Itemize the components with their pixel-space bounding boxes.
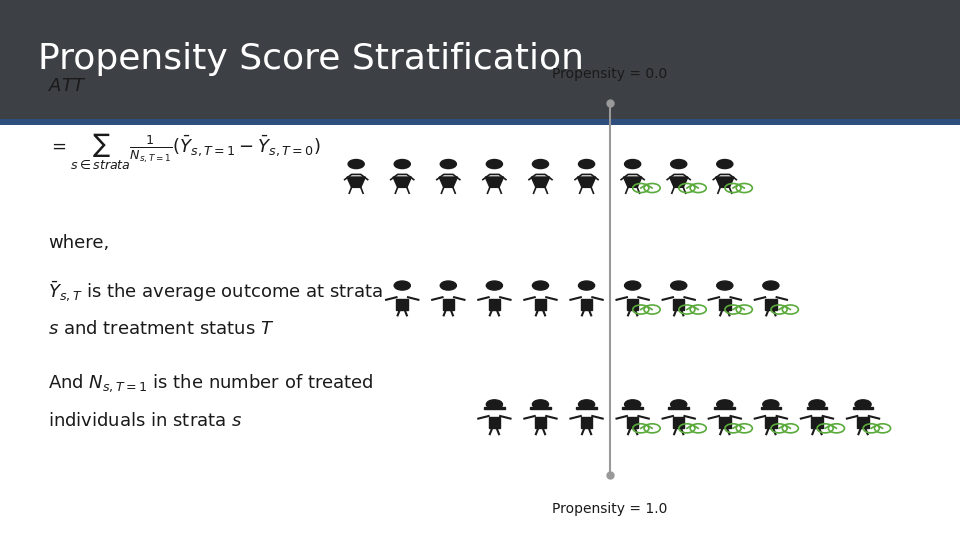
- Polygon shape: [577, 177, 596, 187]
- Bar: [714, 407, 735, 409]
- Bar: [810, 403, 824, 407]
- Bar: [719, 417, 731, 428]
- Polygon shape: [439, 177, 458, 187]
- Circle shape: [717, 281, 732, 290]
- Bar: [489, 299, 500, 309]
- Circle shape: [395, 159, 410, 168]
- Text: $\bar{Y}_{s,T}$ is the average outcome at strata: $\bar{Y}_{s,T}$ is the average outcome a…: [48, 280, 383, 303]
- Polygon shape: [715, 177, 734, 187]
- Bar: [534, 403, 547, 407]
- Bar: [765, 299, 777, 309]
- Circle shape: [625, 281, 640, 290]
- Polygon shape: [347, 177, 366, 187]
- Bar: [673, 417, 684, 428]
- Circle shape: [533, 159, 548, 168]
- Bar: [856, 403, 870, 407]
- Polygon shape: [485, 177, 504, 187]
- Bar: [396, 299, 408, 309]
- Text: And $N_{s,T=1}$ is the number of treated: And $N_{s,T=1}$ is the number of treated: [48, 373, 373, 394]
- Circle shape: [441, 159, 456, 168]
- Bar: [765, 417, 777, 428]
- Circle shape: [533, 281, 548, 290]
- Circle shape: [441, 281, 456, 290]
- Bar: [443, 299, 454, 309]
- Text: Propensity = 1.0: Propensity = 1.0: [552, 502, 667, 516]
- Circle shape: [855, 400, 871, 409]
- Polygon shape: [623, 177, 642, 187]
- Text: individuals in strata $s$: individuals in strata $s$: [48, 412, 242, 430]
- Text: where,: where,: [48, 234, 109, 252]
- Bar: [484, 407, 505, 409]
- Bar: [627, 299, 638, 309]
- Circle shape: [671, 281, 686, 290]
- Polygon shape: [669, 177, 688, 187]
- Circle shape: [625, 159, 640, 168]
- Circle shape: [809, 400, 825, 409]
- Polygon shape: [531, 177, 550, 187]
- Text: $ATT$: $ATT$: [48, 77, 86, 96]
- FancyBboxPatch shape: [0, 0, 960, 119]
- Circle shape: [487, 281, 502, 290]
- Bar: [852, 407, 874, 409]
- Bar: [626, 403, 639, 407]
- Text: $= \sum_{s \in strata} \frac{1}{N_{s,T=1}} (\bar{Y}_{s,T=1} - \bar{Y}_{s,T=0})$: $= \sum_{s \in strata} \frac{1}{N_{s,T=1…: [48, 131, 321, 171]
- Circle shape: [487, 400, 502, 409]
- Bar: [811, 417, 823, 428]
- Bar: [581, 299, 592, 309]
- Bar: [627, 417, 638, 428]
- Circle shape: [533, 400, 548, 409]
- FancyBboxPatch shape: [0, 119, 960, 125]
- Circle shape: [579, 159, 594, 168]
- Bar: [806, 407, 828, 409]
- Bar: [489, 417, 500, 428]
- Circle shape: [579, 281, 594, 290]
- Bar: [672, 403, 685, 407]
- Bar: [673, 299, 684, 309]
- Circle shape: [717, 400, 732, 409]
- Polygon shape: [393, 177, 412, 187]
- Circle shape: [671, 159, 686, 168]
- Circle shape: [395, 281, 410, 290]
- Bar: [530, 407, 551, 409]
- Bar: [488, 403, 501, 407]
- Bar: [764, 403, 778, 407]
- Circle shape: [763, 400, 779, 409]
- Circle shape: [625, 400, 640, 409]
- Bar: [535, 299, 546, 309]
- Bar: [581, 417, 592, 428]
- Bar: [580, 403, 593, 407]
- Bar: [576, 407, 597, 409]
- Bar: [857, 417, 869, 428]
- Bar: [622, 407, 643, 409]
- Circle shape: [671, 400, 686, 409]
- Bar: [718, 403, 732, 407]
- Text: Propensity Score Stratification: Propensity Score Stratification: [38, 43, 585, 76]
- Text: Propensity = 0.0: Propensity = 0.0: [552, 67, 667, 81]
- Circle shape: [763, 281, 779, 290]
- Bar: [668, 407, 689, 409]
- Circle shape: [487, 159, 502, 168]
- Bar: [535, 417, 546, 428]
- Circle shape: [348, 159, 364, 168]
- Circle shape: [717, 159, 732, 168]
- Text: $s$ and treatment status $T$: $s$ and treatment status $T$: [48, 320, 275, 339]
- Bar: [760, 407, 781, 409]
- Bar: [719, 299, 731, 309]
- Circle shape: [579, 400, 594, 409]
